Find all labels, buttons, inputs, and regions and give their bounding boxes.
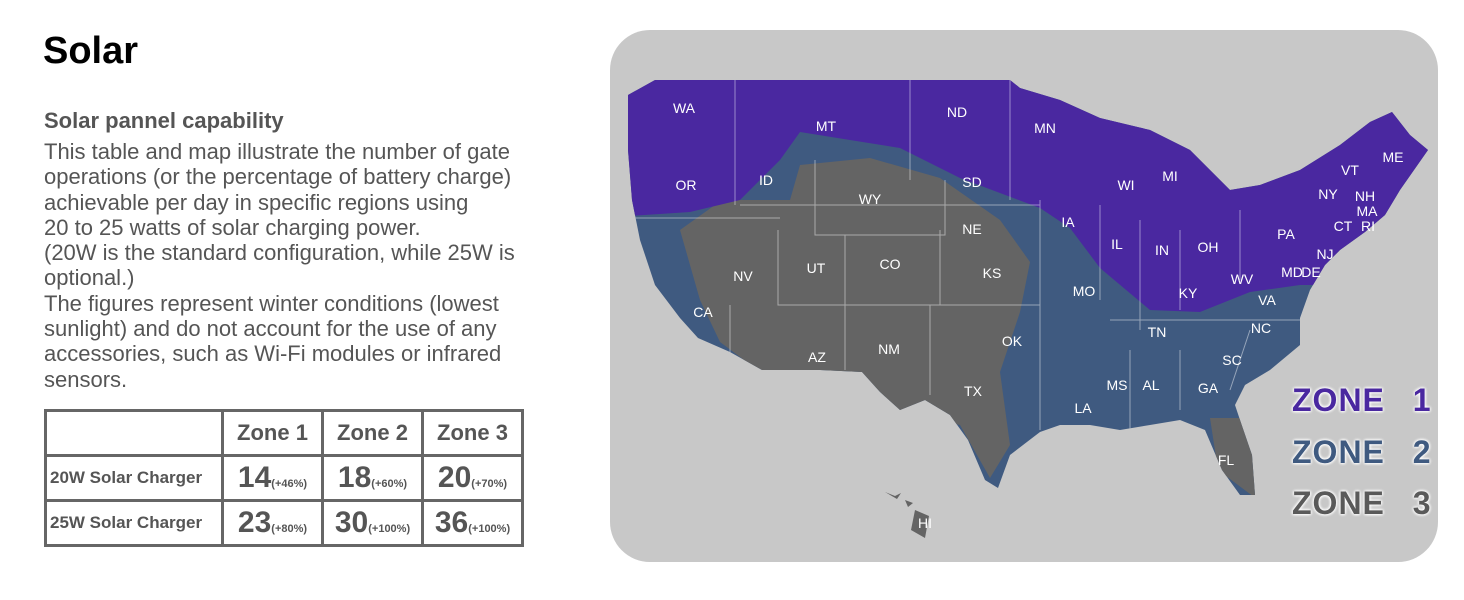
state-label-nc: NC (1250, 320, 1272, 336)
state-label-wi: WI (1117, 177, 1135, 193)
state-label-vt: VT (1341, 162, 1359, 178)
state-label-ca: CA (693, 304, 713, 320)
state-borders (630, 80, 1300, 430)
state-label-mi: MI (1162, 168, 1178, 184)
table-cell: 23(+80%) (221, 499, 324, 547)
state-label-id: ID (759, 172, 773, 188)
state-label-pa: PA (1277, 226, 1295, 242)
state-label-ne: NE (962, 221, 982, 237)
row-label: 20W Solar Charger (44, 454, 224, 502)
state-label-wv: WV (1230, 271, 1254, 287)
zone-3-florida (1210, 418, 1258, 495)
state-label-la: LA (1074, 400, 1092, 416)
legend-zone-1: ZONE 1 (1292, 382, 1432, 418)
state-label-ks: KS (982, 265, 1002, 281)
table-cell: 18(+60%) (321, 454, 424, 502)
header-zone-1: Zone 1 (221, 409, 324, 457)
state-label-nd: ND (946, 104, 968, 120)
state-label-ny: NY (1318, 186, 1338, 202)
state-label-nv: NV (733, 268, 753, 284)
header-zone-2: Zone 2 (321, 409, 424, 457)
zone-map: WA MT ND MN OR ID WY SD WI MI NY VT NH ME MA CT RI NV UT CO… (610, 30, 1438, 562)
state-label-mo: MO (1072, 283, 1096, 299)
table-cell: 20(+70%) (421, 454, 524, 502)
state-label-md: MD (1281, 264, 1303, 280)
state-label-wy: WY (858, 191, 882, 207)
state-label-ky: KY (1178, 285, 1198, 301)
state-label-nj: NJ (1316, 246, 1334, 262)
hawaii-shape (885, 492, 929, 538)
state-label-ri: RI (1361, 218, 1375, 234)
page-title: Solar (43, 30, 139, 72)
state-label-in: IN (1155, 242, 1169, 258)
state-label-tn: TN (1147, 324, 1167, 340)
state-label-ma: MA (1356, 203, 1378, 219)
state-label-mn: MN (1034, 120, 1056, 136)
capability-table: Zone 1 Zone 2 Zone 3 20W Solar Charger 1… (44, 409, 524, 547)
table-header-row: Zone 1 Zone 2 Zone 3 (44, 409, 524, 457)
section-subtitle: Solar pannel capability (44, 108, 284, 133)
state-label-ga: GA (1197, 380, 1219, 396)
state-label-oh: OH (1197, 239, 1219, 255)
state-label-de: DE (1301, 264, 1321, 280)
table-cell: 14(+46%) (221, 454, 324, 502)
state-label-wa: WA (672, 100, 696, 116)
legend-zone-2: ZONE 2 (1292, 434, 1432, 470)
table-row: 25W Solar Charger 23(+80%) 30(+100%) 36(… (44, 499, 524, 547)
state-label-ok: OK (1001, 333, 1023, 349)
description-text: This table and map illustrate the number… (44, 139, 515, 392)
zone-3-area (680, 158, 1030, 478)
state-label-fl: FL (1217, 452, 1235, 468)
state-label-or: OR (675, 177, 697, 193)
state-label-sc: SC (1222, 352, 1242, 368)
state-label-sd: SD (962, 174, 982, 190)
state-label-ia: IA (1061, 214, 1075, 230)
state-label-al: AL (1142, 377, 1160, 393)
state-label-il: IL (1111, 236, 1123, 252)
state-label-hi: HI (918, 515, 932, 531)
state-label-mt: MT (815, 118, 837, 134)
state-label-ut: UT (806, 260, 826, 276)
state-label-co: CO (879, 256, 901, 272)
state-label-nm: NM (878, 341, 900, 357)
state-label-az: AZ (808, 349, 826, 365)
table-cell: 30(+100%) (321, 499, 424, 547)
state-label-me: ME (1382, 149, 1404, 165)
table-row: 20W Solar Charger 14(+46%) 18(+60%) 20(+… (44, 454, 524, 502)
us-map-graphic (628, 80, 1428, 538)
table-corner (44, 409, 224, 457)
state-label-ct: CT (1333, 218, 1353, 234)
state-label-ms: MS (1106, 377, 1128, 393)
row-label: 25W Solar Charger (44, 499, 224, 547)
state-label-va: VA (1258, 292, 1276, 308)
state-label-nh: NH (1354, 188, 1376, 204)
legend-zone-3: ZONE 3 (1292, 485, 1432, 521)
table-cell: 36(+100%) (421, 499, 524, 547)
state-label-tx: TX (964, 383, 982, 399)
header-zone-3: Zone 3 (421, 409, 524, 457)
